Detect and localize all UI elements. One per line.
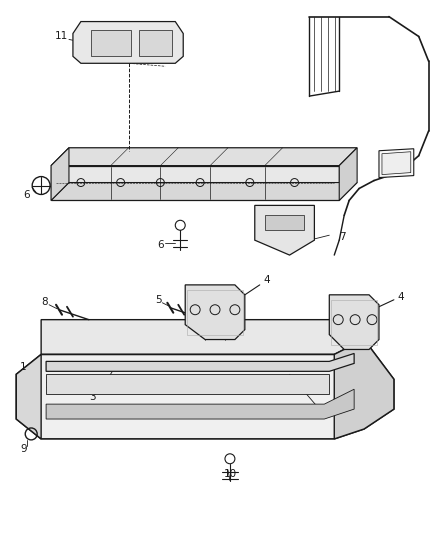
Polygon shape (46, 353, 354, 372)
Text: 6: 6 (23, 190, 29, 200)
Text: 9: 9 (20, 444, 27, 454)
Text: 11: 11 (54, 31, 67, 42)
Polygon shape (329, 295, 379, 350)
Text: 4: 4 (263, 275, 270, 285)
Text: 7: 7 (339, 232, 346, 242)
Polygon shape (51, 148, 69, 200)
Text: 10: 10 (223, 469, 237, 479)
Polygon shape (379, 149, 414, 177)
Polygon shape (16, 340, 394, 439)
Polygon shape (185, 285, 245, 340)
Text: 3: 3 (89, 392, 96, 402)
Text: 5: 5 (155, 295, 162, 305)
Polygon shape (91, 29, 131, 56)
Polygon shape (265, 215, 304, 230)
Polygon shape (334, 340, 394, 439)
Polygon shape (382, 152, 411, 175)
Polygon shape (51, 182, 357, 200)
Polygon shape (339, 148, 357, 200)
Polygon shape (73, 21, 183, 63)
Polygon shape (255, 205, 314, 255)
Text: 1: 1 (20, 362, 27, 373)
Polygon shape (46, 374, 329, 394)
Text: 4: 4 (398, 292, 404, 302)
Polygon shape (46, 389, 354, 419)
Polygon shape (16, 354, 41, 439)
Polygon shape (51, 148, 357, 166)
Polygon shape (51, 166, 339, 200)
Text: 8: 8 (41, 297, 47, 307)
Polygon shape (41, 320, 364, 354)
Text: 3: 3 (324, 406, 331, 416)
Polygon shape (138, 29, 172, 56)
Text: 6: 6 (157, 240, 164, 250)
